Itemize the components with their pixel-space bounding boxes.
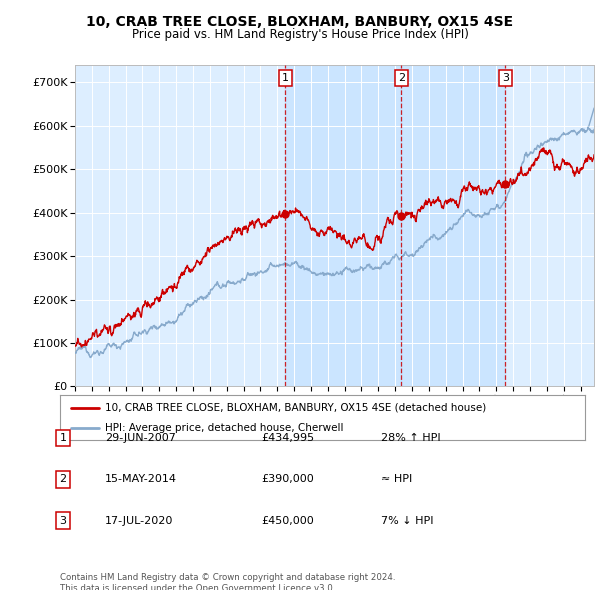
Text: 29-JUN-2007: 29-JUN-2007 [105,433,176,443]
Bar [286,65,401,386]
Bar [401,65,505,386]
Text: 2: 2 [59,474,67,484]
Text: £450,000: £450,000 [261,516,314,526]
Text: 10, CRAB TREE CLOSE, BLOXHAM, BANBURY, OX15 4SE (detached house): 10, CRAB TREE CLOSE, BLOXHAM, BANBURY, O… [104,403,486,412]
Text: HPI: Average price, detached house, Cherwell: HPI: Average price, detached house, Cher… [104,424,343,434]
Text: 28% ↑ HPI: 28% ↑ HPI [381,433,440,443]
Text: £434,995: £434,995 [261,433,314,443]
Text: Price paid vs. HM Land Registry's House Price Index (HPI): Price paid vs. HM Land Registry's House … [131,28,469,41]
Text: 3: 3 [502,73,509,83]
Text: 1: 1 [59,433,67,443]
Text: 3: 3 [59,516,67,526]
Text: 17-JUL-2020: 17-JUL-2020 [105,516,173,526]
Text: 10, CRAB TREE CLOSE, BLOXHAM, BANBURY, OX15 4SE: 10, CRAB TREE CLOSE, BLOXHAM, BANBURY, O… [86,15,514,29]
Text: 2: 2 [398,73,405,83]
Text: Contains HM Land Registry data © Crown copyright and database right 2024.
This d: Contains HM Land Registry data © Crown c… [60,573,395,590]
Text: £390,000: £390,000 [261,474,314,484]
Text: 15-MAY-2014: 15-MAY-2014 [105,474,177,484]
Text: ≈ HPI: ≈ HPI [381,474,412,484]
Text: 1: 1 [282,73,289,83]
Text: 7% ↓ HPI: 7% ↓ HPI [381,516,433,526]
